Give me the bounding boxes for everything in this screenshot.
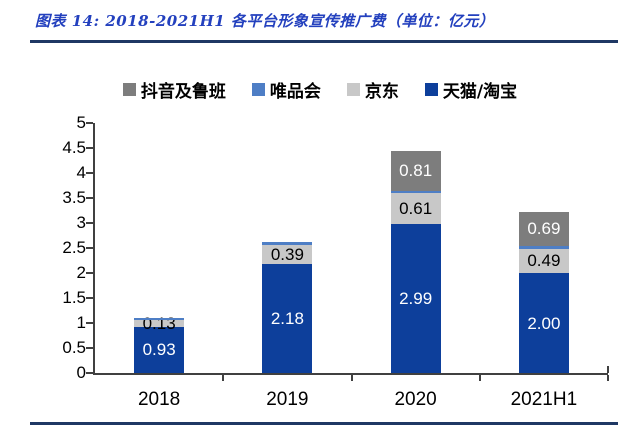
legend-item-vipshop: 唯品会 [251, 77, 321, 102]
x-axis-tick [478, 375, 481, 381]
bar-value-label: 2.00 [527, 313, 561, 333]
legend-item-tmall-taobao: 天猫/淘宝 [424, 77, 518, 102]
y-axis-tick [86, 347, 93, 349]
x-axis-label: 2021H1 [510, 389, 578, 410]
x-axis-end-tick [607, 366, 609, 373]
legend-label: 抖音及鲁班 [140, 82, 226, 102]
x-axis-tick [607, 375, 609, 381]
bar-value-label: 0.69 [527, 219, 561, 239]
bar-value-label: 0.39 [270, 244, 304, 264]
y-tick-label: 3 [76, 213, 86, 232]
legend-swatch [346, 83, 360, 96]
bar-segment-vipshop [134, 317, 185, 320]
bar-value-label: 0.93 [142, 340, 176, 360]
x-axis-line [93, 373, 608, 375]
bar-segment-douyin-luban: 0.69 [518, 211, 569, 246]
figure-title: 图表 14: 2018-2021H1 各平台形象宣传推广费（单位：亿元） [35, 12, 495, 30]
legend-label: 天猫/淘宝 [442, 82, 518, 102]
bar-segment-jd: 0.13 [134, 315, 185, 332]
legend-swatch [424, 83, 438, 96]
bar-segment-jd: 0.61 [390, 193, 441, 224]
y-axis-tick [86, 297, 93, 299]
bar-segment-vipshop [262, 242, 313, 245]
y-axis-tick [86, 172, 93, 174]
bar-segment-vipshop [390, 191, 441, 193]
y-axis-tick [86, 372, 93, 374]
y-tick-label: 2 [76, 263, 86, 282]
y-axis-line [93, 123, 95, 375]
y-tick-label: 1.5 [62, 288, 86, 307]
x-axis-label: 2018 [137, 389, 181, 410]
x-axis-label: 2020 [394, 389, 437, 410]
y-tick-label: 1 [76, 313, 86, 332]
y-tick-label: 2.5 [62, 238, 86, 257]
y-tick-label: 0 [76, 363, 86, 382]
bar-segment-tmall-taobao: 2.00 [518, 273, 569, 373]
title-rule [30, 40, 618, 43]
x-axis-label: 2019 [266, 389, 309, 410]
bar-segment-vipshop [518, 246, 569, 249]
x-axis-tick [222, 375, 225, 381]
legend-swatch [122, 83, 136, 96]
bar-segment-douyin-luban: 0.81 [390, 150, 441, 191]
y-axis-tick [86, 197, 93, 199]
legend: 抖音及鲁班 唯品会 京东 天猫/淘宝 [0, 77, 640, 102]
y-axis-tick [86, 272, 93, 274]
y-tick-label: 4.5 [62, 138, 86, 157]
bar-value-label: 2.99 [399, 288, 433, 308]
y-axis-tick [86, 247, 93, 249]
legend-swatch [251, 83, 265, 96]
legend-item-jd: 京东 [346, 77, 399, 102]
y-tick-label: 0.5 [62, 338, 86, 357]
bar-segment-jd: 0.39 [262, 244, 313, 264]
bar-value-label: 0.81 [399, 161, 433, 181]
bar-value-label: 0.49 [527, 251, 561, 271]
bar-segment-jd: 0.49 [518, 248, 569, 273]
y-axis-tick [86, 322, 93, 324]
y-tick-label: 3.5 [62, 188, 86, 207]
y-axis-tick [86, 147, 93, 149]
bar-segment-tmall-taobao: 0.93 [134, 326, 185, 373]
bar-value-label: 2.18 [270, 309, 304, 328]
y-axis-tick [86, 122, 93, 124]
legend-item-douyin-luban: 抖音及鲁班 [122, 77, 226, 102]
bar-value-label: 0.61 [399, 198, 433, 218]
x-axis-tick [350, 375, 353, 381]
y-tick-label: 4 [76, 163, 86, 182]
y-tick-label: 5 [76, 113, 86, 132]
y-axis-tick [86, 222, 93, 224]
bar-segment-tmall-taobao: 2.18 [262, 264, 313, 373]
legend-label: 京东 [364, 82, 399, 102]
bottom-rule [30, 422, 618, 425]
legend-label: 唯品会 [269, 82, 321, 102]
bar-segment-tmall-taobao: 2.99 [390, 223, 441, 373]
